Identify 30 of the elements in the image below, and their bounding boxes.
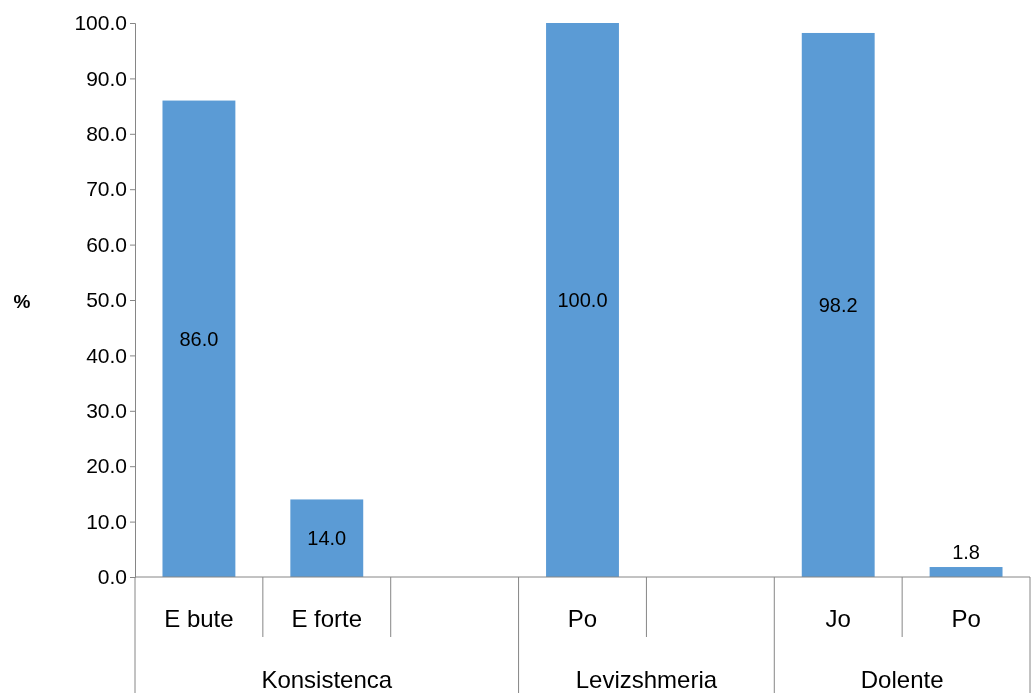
y-tick-label: 70.0 <box>86 177 127 201</box>
bar <box>290 499 364 577</box>
text: Dolente <box>860 666 944 693</box>
y-tick-label: 80.0 <box>86 122 127 146</box>
y-axis-title: % <box>13 291 31 312</box>
bar <box>162 100 236 577</box>
x-tick-label: Jo <box>825 605 851 632</box>
y-tick-label: 0.0 <box>97 565 127 589</box>
text: Konsistenca <box>261 666 393 693</box>
y-tick-label: 90.0 <box>86 66 127 90</box>
x-tick-label: Po <box>567 605 598 632</box>
y-tick-label: 50.0 <box>86 288 127 312</box>
x-tick-label: E forte <box>291 605 363 632</box>
x-tick-label: Po <box>951 605 981 632</box>
bar <box>929 567 1003 577</box>
y-tick-label: 60.0 <box>86 232 127 256</box>
y-tick-label: 100.0 <box>74 11 127 35</box>
bar <box>546 23 619 577</box>
y-tick-label: 30.0 <box>86 399 127 423</box>
data-label: 1.8 <box>952 541 980 564</box>
data-label: 14.0 <box>307 527 347 550</box>
text: Levizshmeria <box>575 666 718 693</box>
data-label: 98.2 <box>818 293 858 316</box>
y-tick-label: 20.0 <box>86 454 127 478</box>
y-tick-label: 10.0 <box>86 509 127 533</box>
y-tick-label: 40.0 <box>86 343 127 367</box>
data-label: 86.0 <box>179 327 219 350</box>
data-label: 100.0 <box>557 289 608 311</box>
x-tick-label: E bute <box>164 605 234 632</box>
bar <box>801 32 875 577</box>
